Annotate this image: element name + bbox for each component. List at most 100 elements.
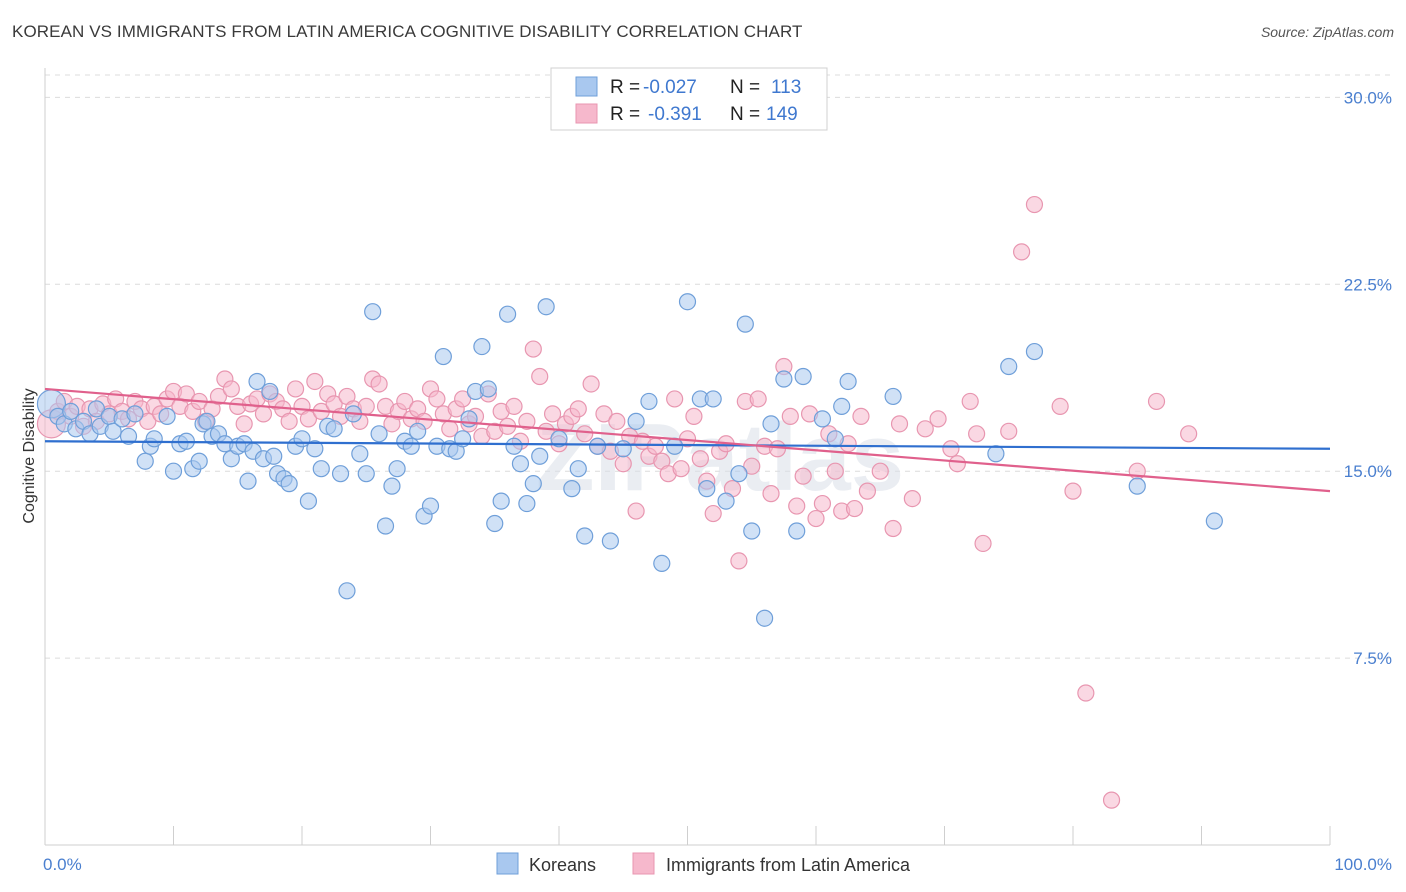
immigrants-point-75	[524, 340, 542, 358]
koreans-point-107	[839, 372, 857, 391]
koreans-point-82	[569, 460, 587, 478]
koreans-point-24	[198, 412, 216, 430]
immigrants-point-78	[543, 405, 562, 423]
koreans-point-108	[884, 387, 902, 406]
koreans-point-51	[357, 465, 375, 483]
immigrants-point-103	[704, 504, 722, 523]
koreans-point-63	[434, 347, 452, 366]
immigrants-point-112	[762, 485, 780, 503]
immigrants-point-110	[749, 390, 767, 408]
x-tick-label-0: 0.0%	[43, 855, 82, 874]
koreans-point-56	[388, 460, 406, 478]
koreans-point-14	[136, 452, 154, 470]
legend-swatch-immigrants	[575, 103, 598, 124]
y-axis-label: Cognitive Disability	[21, 388, 38, 523]
koreans-point-103	[794, 367, 812, 386]
immigrants-point-140	[1025, 195, 1044, 214]
koreans-point-72	[492, 492, 510, 510]
koreans-point-78	[531, 447, 549, 465]
koreans-point-48	[338, 582, 356, 600]
immigrants-point-72	[505, 397, 523, 415]
immigrants-point-100	[685, 407, 703, 425]
koreans-point-75	[511, 455, 530, 473]
koreans-point-3	[62, 402, 80, 420]
koreans-point-7	[87, 400, 106, 418]
immigrants-trend-line	[44, 387, 1331, 493]
immigrants-point-101	[691, 450, 709, 468]
koreans-point-43	[306, 440, 324, 458]
immigrants-point-51	[370, 375, 388, 393]
koreans-point-102	[788, 522, 806, 540]
koreans-point-77	[524, 475, 542, 493]
immigrants-point-126	[852, 407, 870, 425]
immigrants-point-60	[428, 390, 446, 408]
immigrants-point-98	[672, 460, 690, 478]
immigrants-point-144	[1102, 791, 1121, 809]
koreans-point-69	[473, 337, 491, 356]
bottom-legend: Koreans Immigrants from Latin America	[496, 852, 911, 875]
koreans-point-54	[376, 517, 395, 535]
legend-swatch-koreans	[575, 76, 598, 97]
koreans-point-33	[248, 372, 266, 391]
immigrants-point-77	[537, 422, 555, 440]
koreans-point-36	[265, 447, 283, 465]
immigrants-point-55	[396, 392, 414, 411]
koreans-point-98	[743, 522, 761, 540]
koreans-point-67	[460, 410, 478, 428]
legend-box: R = -0.027 N = 113 R = -0.391 N = 149	[550, 67, 828, 131]
immigrants-point-82	[569, 400, 587, 418]
y-tick-label-0: 7.5%	[1353, 649, 1392, 668]
bottom-legend-swatch-koreans	[496, 852, 519, 875]
koreans-point-96	[730, 465, 748, 483]
koreans-point-17	[158, 407, 176, 425]
koreans-point-89	[653, 554, 671, 572]
koreans-point-97	[736, 315, 754, 333]
y-tick-label-3: 30.0%	[1344, 88, 1392, 107]
immigrants-point-76	[531, 367, 549, 386]
koreans-point-86	[614, 440, 632, 458]
immigrants-point-64	[454, 390, 472, 408]
legend-n-value-2: 149	[766, 104, 798, 125]
immigrants-point-107	[730, 552, 748, 570]
legend-r-value-1: -0.027	[643, 77, 697, 98]
immigrants-point-135	[948, 455, 966, 473]
koreans-point-83	[576, 527, 594, 545]
koreans-point-76	[518, 494, 536, 513]
koreans-point-93	[698, 480, 716, 498]
immigrants-point-21	[177, 385, 195, 403]
koreans-point-111	[1025, 342, 1044, 361]
koreans-point-101	[775, 370, 793, 388]
koreans-point-106	[833, 397, 851, 415]
trend-lines	[44, 387, 1331, 493]
koreans-point-113	[1205, 512, 1223, 530]
legend-n-label-2: N =	[730, 104, 760, 125]
koreans-point-52	[364, 303, 382, 321]
axes	[44, 68, 1331, 846]
koreans-point-50	[351, 445, 369, 463]
bottom-legend-koreans: Koreans	[529, 855, 596, 875]
immigrants-point-83	[576, 425, 594, 443]
legend-n-value-1: 113	[771, 77, 801, 98]
immigrants-point-28	[222, 380, 240, 398]
immigrants-point-131	[903, 490, 921, 508]
immigrants-point-88	[608, 412, 626, 430]
koreans-point-47	[331, 465, 350, 483]
koreans-point-35	[261, 382, 279, 401]
immigrants-point-84	[582, 375, 600, 393]
koreans-point-53	[370, 425, 388, 443]
immigrants-point-129	[884, 519, 902, 538]
koreans-point-81	[563, 480, 581, 498]
koreans-point-104	[813, 410, 832, 428]
koreans-point-99	[755, 609, 774, 627]
koreans-point-109	[987, 445, 1005, 463]
immigrants-point-38	[286, 380, 305, 398]
immigrants-point-30	[235, 415, 253, 433]
chart-title: KOREAN VS IMMIGRANTS FROM LATIN AMERICA …	[12, 22, 803, 41]
y-tick-label-2: 22.5%	[1344, 275, 1392, 294]
koreans-point-95	[717, 492, 735, 510]
koreans-point-88	[640, 392, 658, 411]
legend-r-label-1: R =	[610, 77, 640, 98]
immigrants-point-125	[845, 499, 864, 518]
koreans-point-55	[383, 477, 401, 495]
immigrants-point-127	[858, 482, 877, 500]
